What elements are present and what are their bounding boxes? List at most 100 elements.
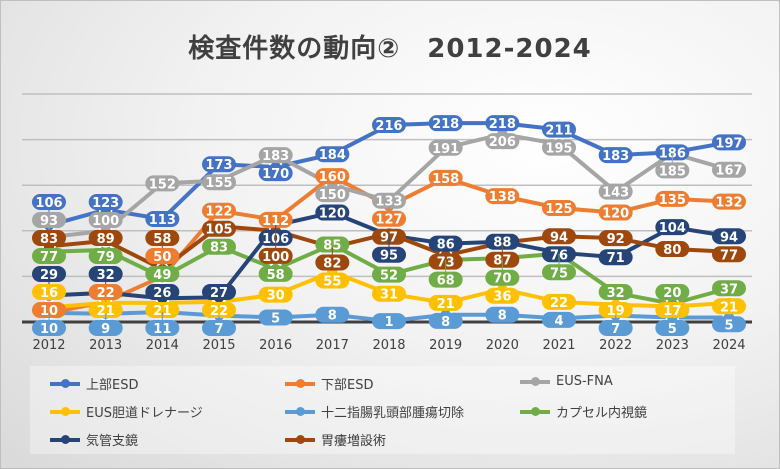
data-label: 11 <box>153 322 171 337</box>
x-tick-label: 2019 <box>429 338 462 353</box>
x-tick-label: 2024 <box>712 338 745 353</box>
data-label-badge <box>258 265 293 282</box>
data-label-badge <box>485 233 520 250</box>
data-label: 160 <box>319 170 346 185</box>
data-label-badge <box>145 302 180 318</box>
data-label: 83 <box>40 232 58 247</box>
x-tick-label: 2013 <box>89 338 122 353</box>
data-label: 20 <box>663 286 681 301</box>
data-label-badge <box>372 210 406 227</box>
data-label: 30 <box>267 289 285 304</box>
data-label: 58 <box>153 232 171 247</box>
data-label-badge <box>258 309 293 326</box>
data-label: 191 <box>432 142 459 157</box>
data-label-badge <box>598 183 633 200</box>
data-label: 29 <box>40 268 58 283</box>
data-label: 85 <box>323 238 341 253</box>
data-label-badge <box>202 320 236 336</box>
data-label: 7 <box>611 322 620 337</box>
data-label-badge <box>202 202 236 219</box>
data-label-badge <box>655 284 690 300</box>
legend-label: 胃瘻増設術 <box>321 434 387 449</box>
data-label-badge <box>485 287 520 304</box>
data-label: 21 <box>720 300 738 315</box>
data-label: 36 <box>493 290 511 305</box>
data-label-badge <box>655 144 690 161</box>
data-label-badge <box>258 286 293 303</box>
data-label-badge <box>258 165 293 182</box>
data-label: 19 <box>607 304 625 319</box>
data-label-badge <box>712 134 746 151</box>
data-label-badge <box>542 293 576 310</box>
data-label-badge <box>712 228 746 245</box>
data-label: 68 <box>437 274 455 289</box>
data-label-badge <box>485 188 520 205</box>
data-label-badge <box>88 248 123 264</box>
data-label-badge <box>145 320 180 336</box>
data-label: 94 <box>720 230 738 245</box>
data-label-badge <box>145 230 180 246</box>
data-label: 52 <box>380 269 398 284</box>
data-label-badge <box>372 313 406 330</box>
data-label-badge <box>485 115 520 132</box>
legend-swatch <box>50 434 80 444</box>
data-label: 133 <box>375 195 402 210</box>
data-label: 49 <box>153 268 171 283</box>
data-label: 27 <box>210 286 228 301</box>
data-label: 150 <box>319 188 346 203</box>
data-label: 21 <box>437 297 455 312</box>
data-label: 50 <box>153 250 171 265</box>
data-label-badge <box>202 284 236 300</box>
data-label: 218 <box>432 117 459 132</box>
x-tick-label: 2023 <box>656 338 689 353</box>
data-label: 155 <box>205 176 232 191</box>
data-label: 94 <box>550 230 568 245</box>
data-label: 158 <box>432 172 459 187</box>
data-label: 4 <box>554 314 563 329</box>
data-label-badge <box>542 228 576 245</box>
data-label: 152 <box>149 177 176 192</box>
data-label-badge <box>202 174 236 191</box>
data-label: 206 <box>489 135 516 150</box>
data-label: 80 <box>663 243 681 258</box>
legend-item: 十二指腸乳頭部腫瘍切除 <box>285 402 464 421</box>
data-label: 10 <box>40 322 58 337</box>
data-label-badge <box>315 146 350 163</box>
data-label-badge <box>372 266 406 283</box>
data-label: 22 <box>210 304 228 319</box>
data-label-badge <box>655 219 690 236</box>
data-label-badge <box>712 193 746 210</box>
data-label-badge <box>712 161 746 178</box>
data-label: 113 <box>149 213 176 228</box>
x-tick-label: 2017 <box>316 338 349 353</box>
x-tick-label: 2015 <box>202 338 235 353</box>
data-label-badge <box>315 306 350 323</box>
data-label-badge <box>542 264 576 281</box>
data-label-badge <box>145 284 180 300</box>
data-label-badge <box>258 147 293 164</box>
data-label-badge <box>428 169 463 186</box>
data-label-badge <box>598 147 633 164</box>
data-label: 21 <box>153 304 171 319</box>
data-label-badge <box>315 186 350 203</box>
data-label-badge <box>315 204 350 221</box>
data-label: 184 <box>319 148 346 163</box>
data-label-badge <box>428 312 463 329</box>
data-label: 120 <box>602 207 629 222</box>
x-tick-label: 2014 <box>146 338 179 353</box>
data-label: 22 <box>550 296 568 311</box>
data-label-badge <box>145 175 180 192</box>
legend-item: 下部ESD <box>285 374 373 393</box>
data-label-badge <box>145 248 180 264</box>
data-label: 125 <box>545 202 572 217</box>
data-label-badge <box>32 302 66 318</box>
data-label-badge <box>315 272 350 289</box>
legend-swatch <box>285 406 315 416</box>
data-label-badge <box>202 238 236 255</box>
data-label-badge <box>32 284 66 300</box>
data-label: 5 <box>668 322 677 337</box>
data-label-badge <box>542 311 576 328</box>
legend-item: EUS胆道ドレナージ <box>50 402 203 421</box>
data-label: 106 <box>35 196 62 211</box>
